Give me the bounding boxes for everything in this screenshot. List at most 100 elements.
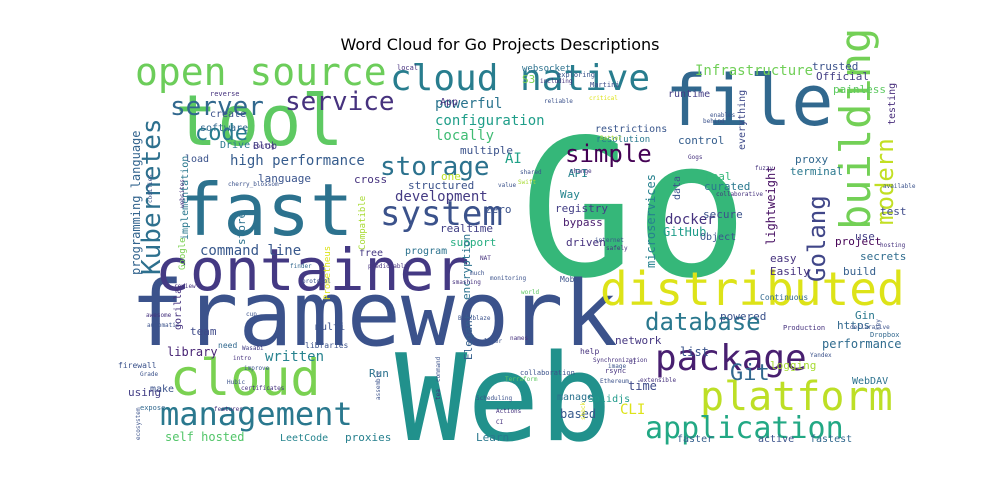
word-build: build	[843, 265, 876, 278]
word-ai: AI	[505, 151, 522, 167]
word-everything: everything	[737, 90, 748, 150]
word-gorilla: gorilla	[173, 288, 184, 330]
chart-title: Word Cloud for Go Projects Descriptions	[340, 35, 660, 54]
word-collaboration: collaboration	[520, 369, 575, 377]
word-cherry-blossom: cherry_blossom	[228, 181, 279, 188]
word-service: service	[285, 87, 395, 117]
word-collaborative: collaborative	[716, 191, 763, 198]
word-api: API	[568, 167, 588, 180]
word-smashing: smashing	[452, 279, 481, 286]
word-gogs: Gogs	[688, 154, 703, 161]
word-change: change	[570, 168, 592, 175]
word-faster: faster	[677, 434, 713, 445]
word-implementation: implementation	[180, 156, 191, 240]
word-shared: shared	[520, 169, 542, 176]
word-software: software	[200, 123, 248, 134]
word-dropbox: Dropbox	[870, 331, 900, 339]
word-configuration: configuration	[435, 113, 545, 129]
word-cloud-native: cloud native	[390, 58, 650, 99]
word-improve: improve	[244, 365, 270, 372]
word-database: database	[645, 308, 761, 336]
word-encryption: encryption	[460, 234, 473, 300]
word-fast: fast	[180, 168, 353, 252]
word-platform: platform	[700, 374, 893, 420]
word-use: use	[855, 230, 875, 243]
word-wasabi: Wasabi	[242, 345, 264, 352]
word-trusted: trusted	[812, 60, 858, 73]
word-painless: painless	[833, 83, 886, 96]
word-multi: multi	[315, 322, 345, 333]
word-one: one	[441, 170, 461, 183]
word-management: management	[160, 395, 353, 433]
word-active: active	[758, 434, 794, 445]
word-exploring: exploring	[557, 71, 595, 79]
word-easy: easy	[770, 252, 797, 265]
word-language: language	[258, 172, 311, 185]
word-infrastructure: Infrastructure	[695, 63, 813, 79]
word-reverse: reverse	[210, 90, 240, 98]
word-certificates: certificates	[241, 385, 285, 392]
word-real: real	[705, 170, 732, 183]
word-powerful: powerful	[435, 96, 502, 112]
word-safely: safely	[606, 245, 628, 252]
word-manage: manage	[557, 392, 593, 403]
word-features: features	[214, 406, 243, 413]
word-blob: Blob	[253, 141, 277, 152]
word-martini: Martini	[590, 81, 620, 89]
word-docker: docker	[665, 212, 716, 228]
word-server: server	[170, 92, 264, 122]
word-solidjs: Solidjs	[588, 394, 630, 405]
word-storage: storage	[380, 152, 490, 182]
word-logging: logging	[770, 359, 816, 372]
word-production: Production	[783, 324, 825, 332]
word-data: data	[672, 176, 683, 200]
word-git: Git	[730, 361, 770, 386]
word-fastest: fastest	[810, 434, 852, 445]
word-config: config	[253, 143, 275, 150]
word-learn: Learn	[476, 431, 509, 444]
word-development: development	[395, 189, 488, 205]
word-google: Google	[178, 237, 188, 270]
word-declarative: declarative	[850, 324, 890, 331]
word-ui: UI	[629, 359, 637, 366]
word-go: Go	[520, 99, 749, 320]
word-secure: secure	[703, 208, 743, 221]
word-nat: NAT	[480, 255, 491, 262]
word-kubernetes: Kubernetes	[137, 118, 167, 275]
word-behind: behind	[703, 118, 725, 125]
word-assemble: assemble	[375, 371, 382, 400]
word-github: GitHub	[663, 225, 706, 239]
word-bypass: bypass	[563, 216, 603, 229]
word-backblaze: Backblaze	[458, 315, 491, 322]
word-container: container	[155, 236, 469, 304]
word-layer: layer	[484, 338, 502, 345]
word-realtime: realtime	[440, 222, 493, 235]
word-program: program	[405, 246, 447, 257]
word-easily: Easily	[770, 265, 810, 278]
word-drive: Drive	[220, 140, 250, 151]
word-gin: Gin	[855, 309, 875, 322]
word-firewall: firewall	[118, 361, 157, 370]
word-registry: registry	[555, 202, 608, 215]
word-expose: expose	[140, 404, 165, 412]
word-support: support	[450, 236, 496, 249]
word-automatic: automatic	[147, 322, 180, 329]
word-create: create	[210, 109, 246, 120]
word-local: local	[397, 64, 418, 72]
word-modern: modern	[871, 138, 899, 225]
word-swift: Swift	[518, 179, 536, 186]
word-critical: critical	[589, 95, 618, 102]
word-cup: cup	[246, 311, 257, 318]
word-better: Better	[600, 135, 622, 142]
word-moby: Moby	[560, 275, 579, 284]
word-run: Run	[369, 367, 389, 380]
word-finder: finder	[290, 263, 312, 270]
word-object: Object	[700, 232, 736, 243]
word-grade: Grade	[140, 371, 158, 378]
word-file: file	[665, 60, 834, 142]
word-driven: driven	[566, 236, 606, 249]
word-microservices: microservices	[644, 174, 658, 268]
word-protocol: protocol	[302, 278, 331, 285]
word-review: review	[174, 283, 196, 290]
word-restrictions: restrictions	[595, 124, 667, 135]
